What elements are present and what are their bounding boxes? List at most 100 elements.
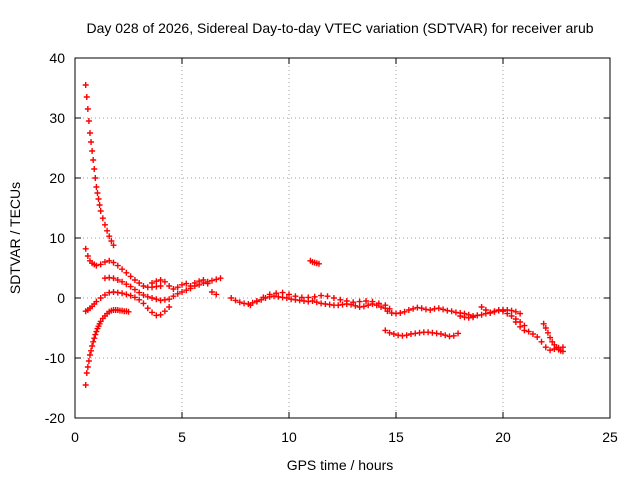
data-point: [136, 296, 143, 303]
data-point: [410, 305, 417, 312]
data-point: [512, 319, 519, 325]
data-points: [82, 82, 566, 388]
data-point: [88, 139, 95, 145]
data-point: [119, 266, 126, 273]
data-point: [538, 338, 545, 345]
data-point: [92, 175, 99, 181]
series-arc-n: [512, 319, 566, 354]
data-point: [149, 295, 156, 301]
data-point: [191, 283, 198, 289]
series-arc-i: [247, 289, 389, 309]
data-point: [343, 298, 350, 304]
y-tick-label: 40: [49, 50, 65, 66]
data-point: [93, 262, 100, 269]
data-point: [318, 292, 325, 299]
data-point: [84, 253, 91, 259]
data-point: [170, 293, 177, 300]
data-point: [136, 280, 143, 286]
data-point: [253, 298, 260, 304]
data-point: [153, 296, 160, 303]
data-point: [82, 382, 89, 388]
data-point: [457, 313, 464, 319]
data-point: [525, 328, 532, 335]
data-point: [183, 280, 190, 287]
data-point: [86, 352, 93, 358]
series-arc-b: [82, 307, 132, 388]
data-point: [504, 310, 511, 317]
data-point: [97, 295, 104, 301]
data-point: [448, 308, 455, 315]
data-point: [83, 370, 90, 376]
data-point: [123, 281, 130, 288]
axis-ticks: 0 5 10 15 20 25 -20 -10 0 10 20 30 40: [45, 50, 618, 445]
data-point: [283, 295, 290, 301]
data-point: [547, 334, 554, 341]
data-point: [559, 348, 566, 355]
series-arc-j: [307, 257, 322, 267]
data-point: [149, 309, 156, 316]
data-point: [92, 331, 99, 338]
data-point: [153, 278, 160, 285]
data-point: [84, 364, 91, 370]
x-tick-label: 10: [281, 429, 297, 445]
data-point: [350, 299, 357, 306]
data-point: [213, 291, 220, 298]
data-point: [86, 130, 93, 136]
data-point: [91, 335, 98, 342]
data-point: [140, 300, 147, 307]
data-point: [106, 257, 113, 264]
data-point: [401, 308, 408, 315]
data-point: [88, 347, 95, 354]
data-point: [90, 338, 97, 345]
data-point: [544, 329, 551, 336]
data-point: [260, 294, 267, 301]
data-point: [478, 304, 485, 310]
data-point: [247, 302, 254, 309]
data-point: [131, 294, 138, 301]
data-point: [540, 320, 547, 327]
data-point: [93, 298, 100, 305]
y-axis-label: SDTVAR / TECUs: [7, 182, 23, 294]
data-point: [474, 312, 481, 319]
data-point: [279, 289, 286, 296]
data-point: [375, 300, 382, 307]
data-point: [363, 298, 370, 304]
x-tick-label: 15: [388, 429, 404, 445]
data-point: [123, 291, 130, 298]
data-point: [131, 286, 138, 293]
data-point: [97, 261, 104, 268]
data-point: [213, 276, 220, 283]
data-point: [208, 289, 215, 295]
data-point: [273, 290, 280, 297]
data-point: [123, 269, 130, 276]
series-arc-c: [82, 245, 164, 291]
chart-title: Day 028 of 2026, Sidereal Day-to-day VTE…: [86, 20, 593, 36]
data-point: [315, 260, 322, 267]
series-arc-g: [166, 275, 224, 303]
data-point: [114, 277, 121, 283]
data-point: [442, 332, 449, 339]
data-point: [427, 307, 434, 313]
data-point: [508, 313, 515, 319]
x-axis-label: GPS time / hours: [287, 457, 394, 473]
series-arc-a: [82, 82, 117, 249]
data-point: [508, 307, 515, 314]
data-point: [85, 358, 92, 364]
y-tick-label: -10: [45, 350, 65, 366]
data-point: [236, 299, 243, 306]
data-point: [157, 311, 164, 318]
data-point: [512, 308, 519, 315]
grid: [75, 58, 610, 418]
data-point: [97, 208, 104, 214]
data-point: [110, 259, 117, 266]
series-arc-f: [149, 277, 220, 298]
data-point: [93, 184, 100, 190]
data-point: [89, 343, 96, 349]
data-point: [83, 94, 90, 100]
x-tick-label: 20: [495, 429, 511, 445]
data-point: [89, 148, 96, 154]
data-point: [360, 303, 367, 310]
data-point: [313, 299, 320, 306]
data-point: [157, 277, 164, 283]
data-point: [356, 298, 363, 305]
